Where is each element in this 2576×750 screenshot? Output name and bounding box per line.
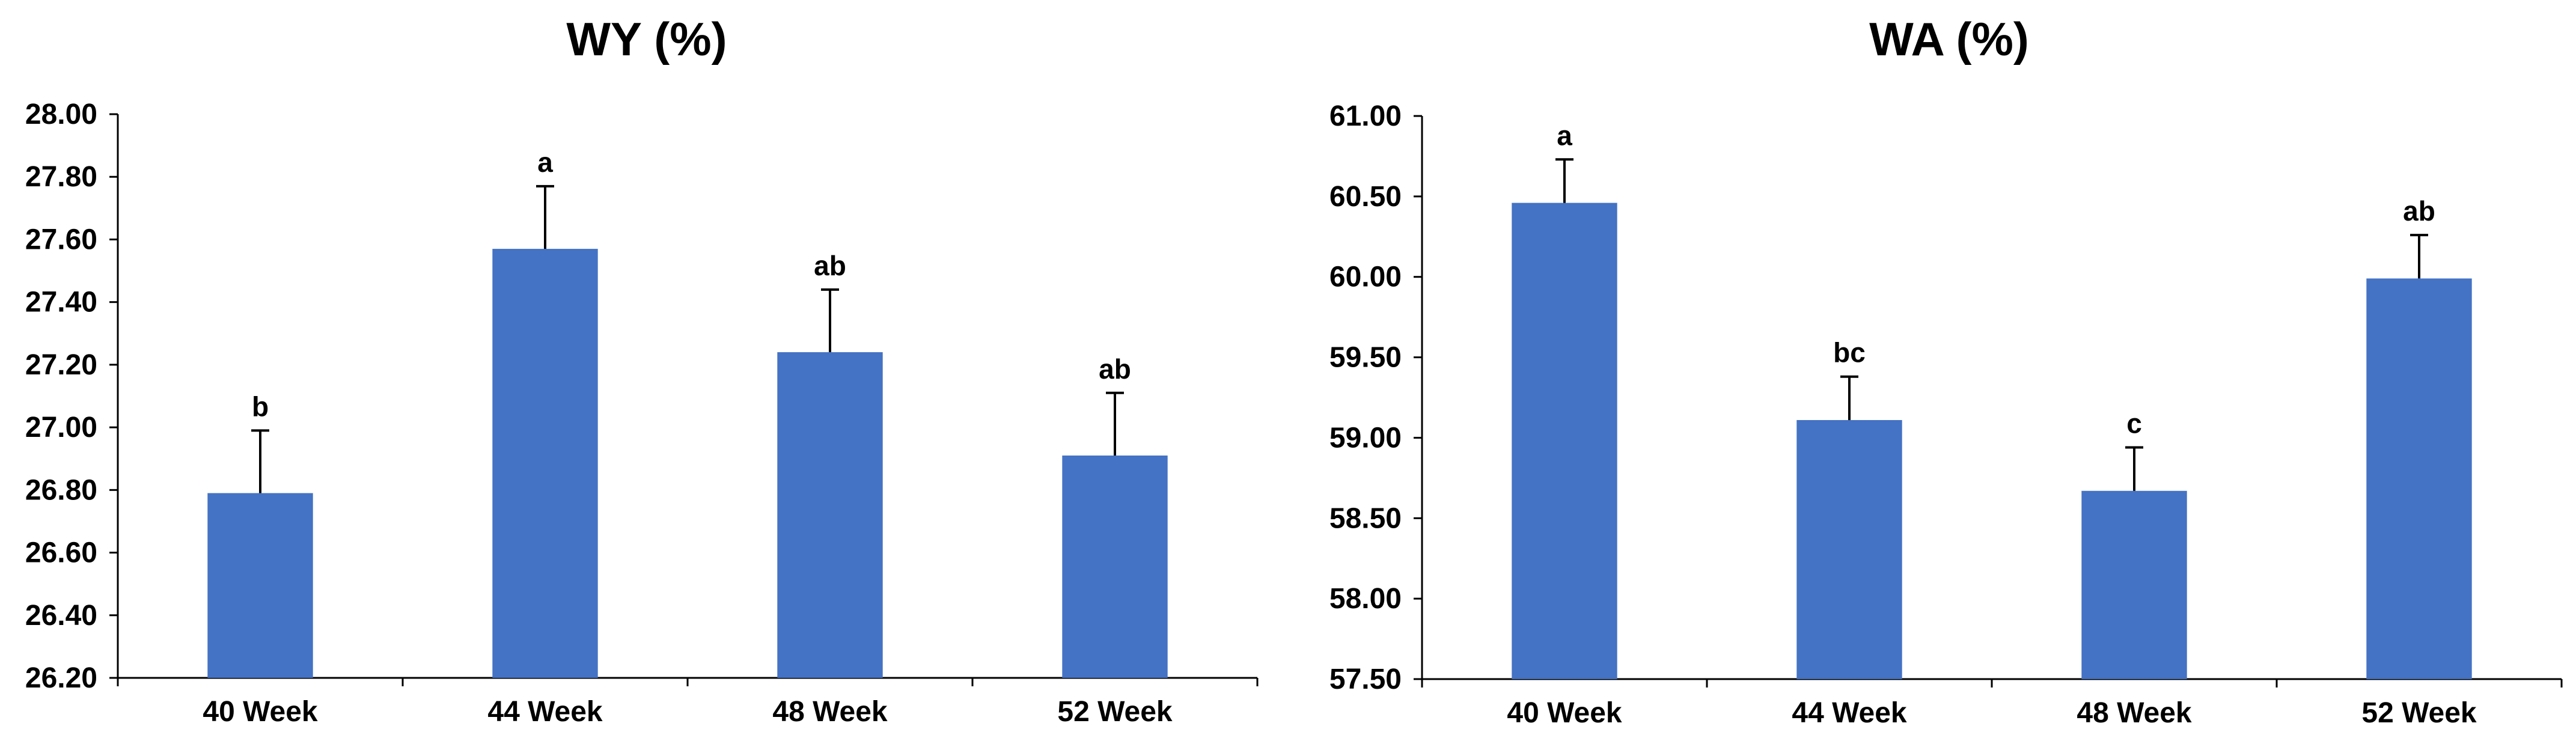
- wy-chart-panel: WY (%) 26.20 26.40 26.60 26.80 27.00 27.20 27.…: [25, 13, 1259, 728]
- wa-y-tick-label: 59.00: [1329, 422, 1402, 454]
- wy-bar-52-week: [1062, 456, 1168, 678]
- wy-x-tick-label: 48 Week: [772, 696, 888, 728]
- wa-y-tick-label: 60.50: [1329, 181, 1402, 213]
- wy-y-tick-label: 28.00: [25, 99, 97, 130]
- wy-y-tick-label: 27.80: [25, 161, 97, 193]
- wy-significance-label: ab: [814, 250, 846, 281]
- wy-significance-label: a: [537, 147, 553, 178]
- wy-significance-label: b: [252, 391, 269, 422]
- wa-chart-panel: WA (%) 57.50 58.00 58.50 59.00 59.50 60.00 60.…: [1329, 13, 2563, 729]
- wa-y-tick-label: 60.00: [1329, 261, 1402, 293]
- wa-significance-label: c: [2126, 407, 2142, 439]
- wa-y-tick-label: 61.00: [1329, 100, 1402, 132]
- wy-y-tick-label: 26.40: [25, 600, 97, 632]
- wy-x-tick-label: 44 Week: [487, 696, 603, 728]
- wa-y-tick-label: 59.50: [1329, 342, 1402, 374]
- wa-x-tick-label: 40 Week: [1507, 697, 1622, 729]
- wy-y-tick-label: 26.60: [25, 537, 97, 569]
- wa-x-tick-label: 44 Week: [1792, 697, 1907, 729]
- wa-x-tick-label: 48 Week: [2077, 697, 2192, 729]
- wa-y-tick-label: 58.50: [1329, 502, 1402, 534]
- wa-y-tick-label: 57.50: [1329, 663, 1402, 695]
- wy-x-tick-label: 40 Week: [203, 696, 318, 728]
- wy-y-tick-label: 27.20: [25, 349, 97, 381]
- wy-y-tick-label: 26.80: [25, 474, 97, 506]
- wy-y-tick-label: 27.60: [25, 224, 97, 255]
- wa-significance-label: a: [1557, 120, 1572, 151]
- wy-bar-44-week: [492, 249, 598, 678]
- wa-x-tick-label: 52 Week: [2361, 697, 2477, 729]
- wa-y-tick-label: 58.00: [1329, 583, 1402, 615]
- wy-x-tick-label: 52 Week: [1057, 696, 1173, 728]
- wy-y-tick-label: 27.00: [25, 412, 97, 444]
- wa-bar-40-week: [1512, 203, 1617, 680]
- wy-bar-40-week: [207, 493, 313, 678]
- wa-bar-52-week: [2366, 278, 2472, 679]
- wa-bar-48-week: [2081, 490, 2187, 679]
- wy-chart-title: WY (%): [566, 13, 727, 66]
- wy-y-tick-label: 27.40: [25, 287, 97, 319]
- wa-significance-label: bc: [1833, 337, 1866, 368]
- wa-chart-title: WA (%): [1869, 13, 2029, 66]
- wa-significance-label: ab: [2403, 195, 2435, 227]
- wa-bar-44-week: [1796, 419, 1902, 679]
- wy-bar-48-week: [777, 352, 883, 678]
- wy-y-tick-label: 26.20: [25, 662, 97, 694]
- wy-significance-label: ab: [1099, 353, 1131, 385]
